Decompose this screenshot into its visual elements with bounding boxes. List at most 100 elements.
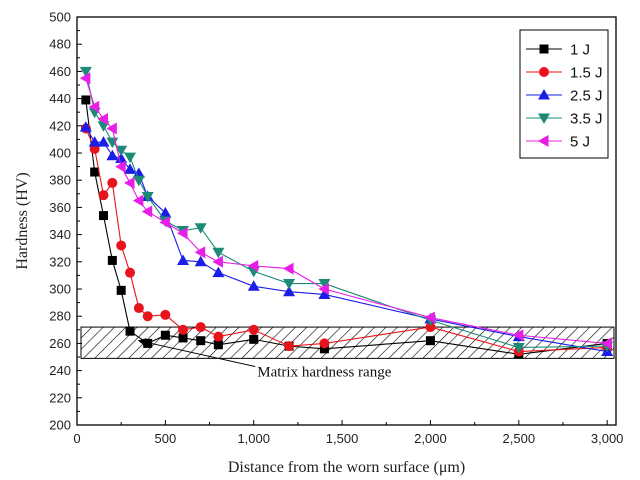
data-point (247, 280, 260, 291)
legend-item: 5 J (526, 134, 590, 151)
data-point (88, 100, 100, 113)
data-point (106, 122, 117, 135)
data-point (79, 66, 92, 78)
data-point (98, 190, 109, 201)
data-point (81, 95, 91, 105)
data-point (177, 254, 190, 265)
y-axis-title: Hardness (HV) (14, 172, 31, 269)
legend-item: 2.5 J (526, 88, 603, 105)
data-point (107, 177, 118, 188)
x-tick-label: 1,000 (237, 431, 270, 446)
data-point (283, 285, 296, 297)
annotation-label: Matrix hardness range (257, 365, 391, 381)
data-point (124, 163, 137, 174)
data-point (425, 336, 435, 346)
data-point (97, 113, 109, 125)
legend: 1 J 1.5 J 2.5 J 3.5 J 5 J (519, 29, 609, 159)
x-axis-title: Distance from the worn surface (μm) (228, 459, 465, 476)
data-point (178, 333, 188, 343)
y-tick-label: 260 (49, 336, 71, 351)
data-point (318, 279, 331, 290)
data-point (213, 340, 223, 350)
data-point (132, 175, 145, 187)
data-point (107, 255, 117, 265)
legend-item: 1 J (526, 42, 590, 59)
x-tick-label: 3,000 (591, 431, 624, 446)
data-point (160, 330, 170, 340)
data-point (512, 342, 525, 354)
y-tick-label: 240 (49, 363, 71, 378)
legend-marker (538, 113, 550, 124)
legend-label: 1.5 J (570, 65, 603, 82)
data-point (142, 311, 153, 322)
data-point (116, 240, 127, 251)
data-point (141, 205, 153, 218)
y-tick-label: 460 (49, 64, 71, 79)
legend-item: 3.5 J (526, 111, 603, 128)
data-point (248, 324, 259, 335)
x-tick-label: 2,500 (503, 431, 536, 446)
data-point (424, 311, 435, 324)
annotation-arrow (137, 338, 256, 368)
data-point (141, 192, 154, 203)
legend-box (519, 29, 609, 159)
axes-layer: 200 220 240 260 280 300 320 340 360 380 400 420 440 4… (14, 10, 623, 477)
data-point (124, 176, 135, 189)
data-point (512, 329, 524, 342)
data-point (195, 322, 206, 333)
data-point (249, 334, 259, 344)
legend-label: 5 J (570, 134, 590, 151)
data-point (601, 337, 612, 350)
legend-marker (538, 89, 550, 100)
data-point (194, 246, 206, 259)
series-5j (79, 72, 612, 350)
data-point (79, 121, 92, 132)
x-tick-label: 0 (73, 431, 80, 446)
data-point (319, 338, 330, 349)
legend-label: 2.5 J (570, 88, 603, 105)
data-point (125, 267, 136, 278)
y-tick-label: 200 (49, 418, 71, 433)
data-point (194, 255, 207, 267)
y-tick-label: 280 (49, 309, 71, 324)
data-point (212, 255, 223, 268)
data-point (115, 160, 126, 173)
data-point (90, 167, 100, 177)
data-point (99, 211, 109, 221)
y-tick-label: 500 (49, 10, 71, 25)
data-point (196, 336, 206, 346)
data-point (79, 72, 91, 85)
legend-marker (539, 67, 549, 77)
data-point (106, 149, 119, 161)
data-point (159, 216, 170, 229)
data-point (115, 145, 128, 157)
data-point (212, 247, 225, 259)
y-tick-label: 360 (49, 200, 71, 215)
data-point (160, 309, 171, 320)
data-point (212, 266, 225, 278)
series-layer (79, 66, 614, 359)
data-point (143, 338, 153, 348)
y-tick-label: 220 (49, 390, 71, 405)
y-tick-label: 300 (49, 282, 71, 297)
data-point (318, 288, 331, 299)
data-point (159, 206, 172, 218)
legend-label: 1 J (570, 42, 590, 59)
data-point (97, 136, 110, 147)
data-point (283, 279, 296, 290)
x-tick-label: 1,500 (326, 431, 359, 446)
y-tick-label: 380 (49, 173, 71, 188)
data-point (88, 136, 101, 147)
data-point (283, 262, 294, 275)
y-tick-label: 340 (49, 227, 71, 242)
data-point (132, 167, 145, 178)
data-point (124, 152, 137, 164)
y-tick-label: 480 (49, 37, 71, 52)
data-point (116, 285, 126, 295)
series-1j (81, 95, 612, 359)
data-point (177, 227, 188, 240)
legend-item: 1.5 J (526, 65, 603, 82)
data-point (133, 303, 144, 314)
x-tick-label: 2,000 (414, 431, 447, 446)
